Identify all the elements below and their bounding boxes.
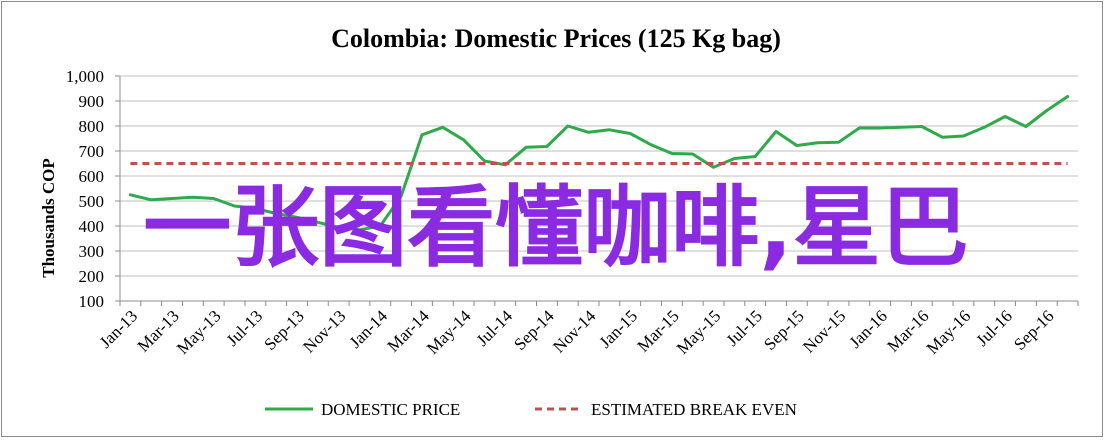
y-tick-label: 900 [79,92,105,111]
x-tick-label: Nov-14 [549,306,600,357]
x-tick-label: Sep-15 [760,306,807,353]
x-tick-label: Jul-14 [473,306,517,350]
y-tick-label: 500 [79,192,105,211]
y-tick-label: 1,000 [66,67,104,86]
x-tick-label: May-15 [673,306,724,357]
x-tick-label: Jan-16 [845,306,890,351]
y-tick-label: 300 [79,242,105,261]
x-tick-label: May-16 [923,306,974,357]
y-tick-label: 700 [79,142,105,161]
legend-label: DOMESTIC PRICE [321,400,460,419]
x-tick-label: May-14 [423,306,475,358]
y-tick-label: 800 [79,117,105,136]
x-tick-label: Nov-15 [799,306,849,356]
chart-title: Colombia: Domestic Prices (125 Kg bag) [331,24,781,53]
y-tick-label: 200 [79,267,105,286]
y-tick-label: 100 [79,292,105,311]
x-tick-label: Sep-14 [510,306,558,354]
legend-label: ESTIMATED BREAK EVEN [591,400,797,419]
y-tick-label: 600 [79,167,105,186]
x-tick-label: Jan-15 [596,306,641,351]
x-tick-label: Jan-13 [96,306,141,351]
x-tick-label: Jan-14 [346,306,392,352]
x-tick-label: Jul-13 [223,306,266,349]
series-group [128,95,1070,232]
legend: DOMESTIC PRICE ESTIMATED BREAK EVEN [265,400,797,419]
watermark-overlay-text: 一张图看懂咖啡,星巴 [143,176,969,279]
y-axis-label: Thousands COP [39,158,58,278]
y-axis-ticks: 1,000 900 800 700 600 500 400 300 200 100 [66,67,104,311]
x-axis-ticks: Jan-13Mar-13May-13Jul-13Sep-13Nov-13Jan-… [96,306,1058,358]
x-tick-label: May-13 [173,306,224,357]
x-tick-label: Jul-16 [972,306,1015,349]
grid-lines [115,75,1079,306]
x-tick-label: Sep-16 [1010,306,1057,353]
x-tick-label: Sep-13 [260,306,307,353]
y-tick-label: 400 [79,217,105,236]
series-line-domestic-price [128,95,1070,232]
x-tick-label: Nov-13 [299,306,349,356]
x-tick-label: Jul-15 [723,306,766,349]
